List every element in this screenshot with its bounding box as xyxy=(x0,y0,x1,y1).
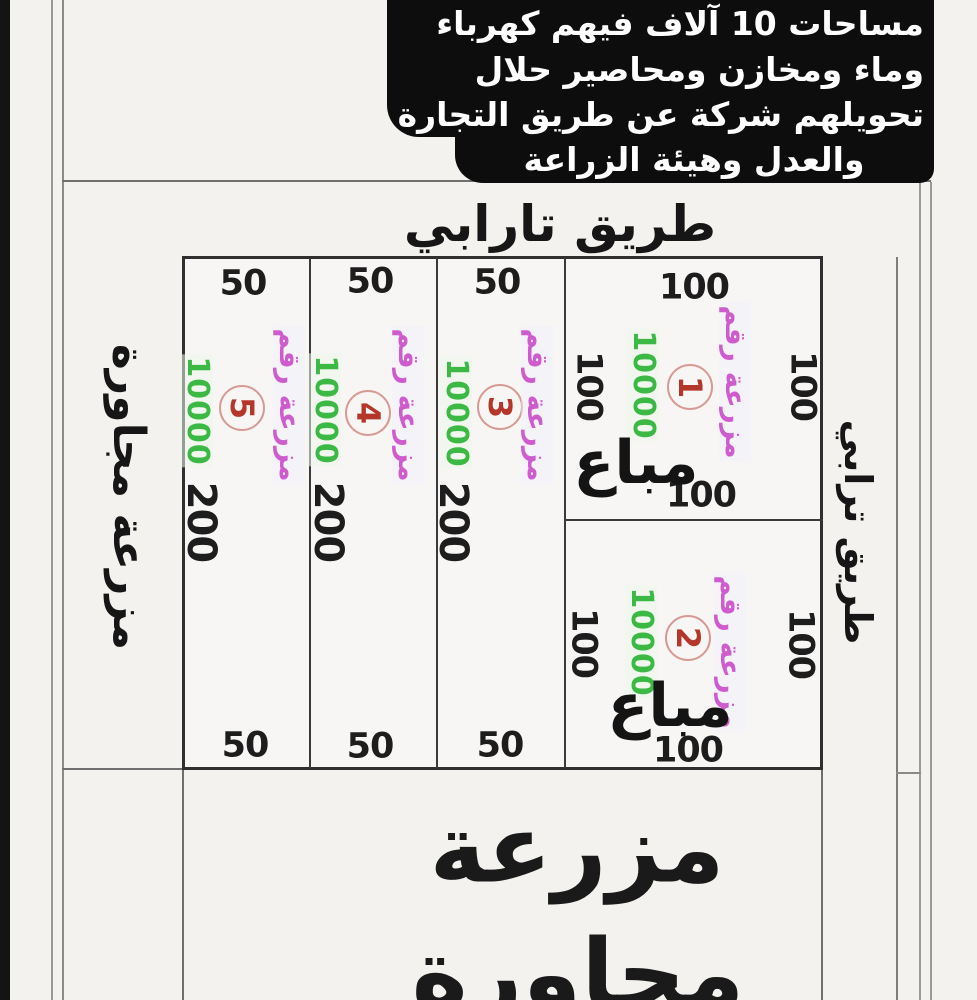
plot5-number: 5 xyxy=(223,396,261,420)
plot1-dim-top: 100 xyxy=(658,267,730,308)
sheet-border-right-inner xyxy=(919,182,921,1000)
sheet-border-right-outer xyxy=(930,182,932,1000)
plot1-dim-right: 100 xyxy=(782,350,823,422)
plot1-dim-left: 100 xyxy=(568,350,609,422)
plot3-name-label: مزرعة رقم xyxy=(521,325,554,485)
caption-banner-main xyxy=(387,0,934,137)
plot2-dim-left: 100 xyxy=(563,607,604,679)
left-strip-line-extension xyxy=(182,770,184,1000)
plot2-dim-bottom: 100 xyxy=(652,730,724,771)
plot5-dim-side: 200 xyxy=(178,481,224,563)
dirt-road-line xyxy=(896,257,898,1000)
plot1-name-label: مزرعة رقم xyxy=(719,302,752,462)
plot4-dim-side: 200 xyxy=(305,481,351,563)
bottom-neighbor-farm-line1: مزرعة xyxy=(429,794,725,905)
divider-plot1-plot2 xyxy=(565,519,823,521)
plot1-area-value: 10000 xyxy=(626,328,661,442)
caption-line-1: مساحات 10 آلاف فيهم كهرباء xyxy=(436,4,924,43)
plot5-dim-top: 50 xyxy=(219,263,268,304)
plot4-number: 4 xyxy=(349,401,387,425)
caption-line-4: والعدل وهيئة الزراعة xyxy=(523,140,865,179)
plot1-number-circled: 1 xyxy=(667,364,713,410)
plot2-sold-label: مباع xyxy=(607,671,733,741)
dirt-road-connector-line xyxy=(896,772,921,774)
plot-right-line-extension xyxy=(821,770,823,1000)
plot4-dim-bottom: 50 xyxy=(346,726,395,767)
plot3-number-circled: 3 xyxy=(477,384,523,430)
plot1-number: 1 xyxy=(671,375,709,399)
plot3-dim-bottom: 50 xyxy=(476,725,525,766)
right-road-label: طريق ترابي xyxy=(836,419,880,645)
plot3-dim-top: 50 xyxy=(473,262,522,303)
sheet-border-left-outer xyxy=(51,0,53,1000)
plot1-sold-label: مباع xyxy=(573,428,699,498)
bottom-neighbor-farm-line2: مجاورة xyxy=(411,919,745,1000)
divider-plot4-plot3 xyxy=(436,258,438,768)
scan-black-edge xyxy=(0,0,10,1000)
plot4-area-value: 10000 xyxy=(308,353,343,467)
plot-grid-border xyxy=(182,256,823,770)
plot4-name-label: مزرعة رقم xyxy=(392,325,425,485)
left-neighbor-farm-label: مزرعة مجاورة xyxy=(103,343,154,651)
plot4-dim-top: 50 xyxy=(346,261,395,302)
plot2-number: 2 xyxy=(669,626,707,650)
top-road-title: طريق تارابي xyxy=(403,195,717,253)
plot1-dim-bottom: 100 xyxy=(665,475,737,516)
bottom-border-left-extension xyxy=(62,768,182,770)
plot5-name-label: مزرعة رقم xyxy=(273,325,306,485)
divider-plot5-plot4 xyxy=(309,258,311,768)
caption-line-2: وماء ومخازن ومحاصير حلال xyxy=(474,50,924,89)
plot5-number-circled: 5 xyxy=(219,385,265,431)
plot3-dim-side: 200 xyxy=(430,481,476,563)
divider-plot3-plot1 xyxy=(564,258,566,768)
plot4-number-circled: 4 xyxy=(345,390,391,436)
caption-banner-extension xyxy=(455,135,934,183)
plot2-number-circled: 2 xyxy=(665,615,711,661)
sheet-border-left-inner xyxy=(62,0,64,1000)
plot3-area-value: 10000 xyxy=(439,356,474,470)
plot5-dim-bottom: 50 xyxy=(221,725,270,766)
plot5-area-value: 10000 xyxy=(180,354,215,468)
plot3-number: 3 xyxy=(481,395,519,419)
caption-line-3: تحويلهم شركة عن طريق التجارة xyxy=(397,95,924,134)
plot2-dim-right: 100 xyxy=(780,608,821,680)
